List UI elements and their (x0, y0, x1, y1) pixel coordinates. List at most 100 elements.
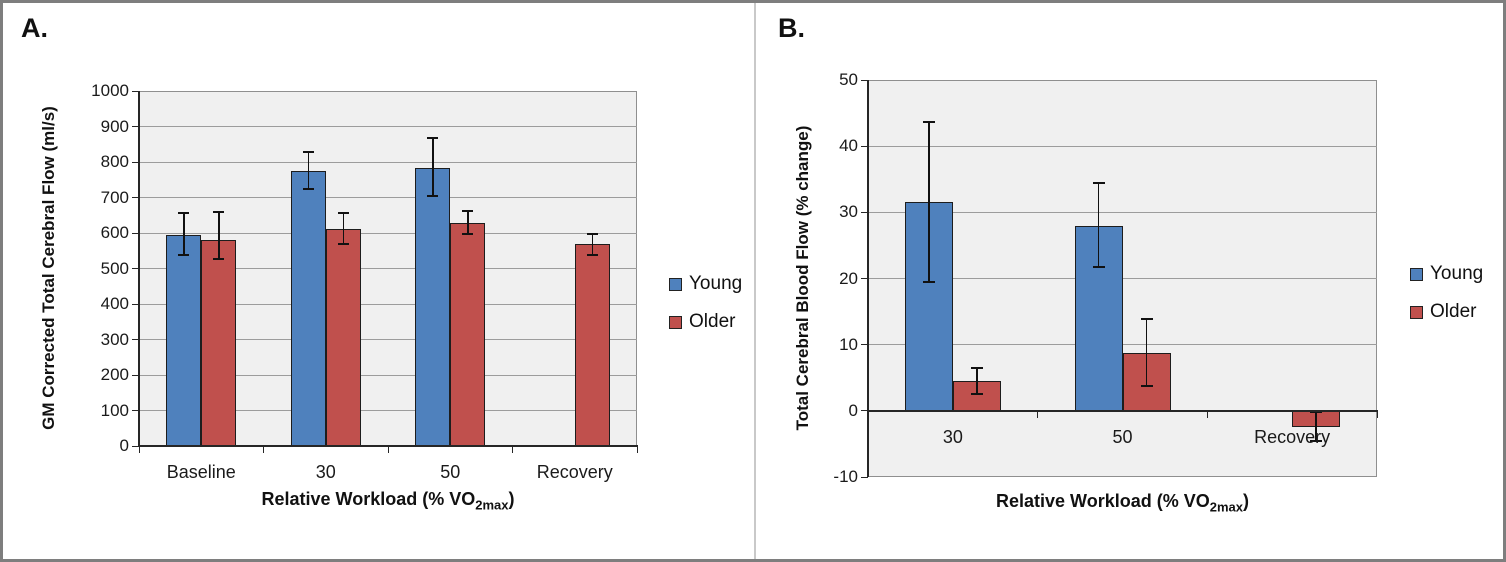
y-tick-mark (861, 278, 868, 279)
error-cap-top (213, 211, 225, 214)
error-cap-bottom (178, 254, 190, 257)
y-tick-label: 200 (100, 365, 129, 384)
bar-young-30 (290, 170, 326, 446)
bar-young-baseline (166, 234, 202, 446)
gridline (139, 374, 637, 376)
y-tick-mark (132, 197, 139, 198)
bar-older-50 (450, 222, 486, 446)
error-cap-top (586, 233, 598, 236)
x-title-subscript: 2max (475, 497, 509, 513)
y-tick-mark (861, 410, 868, 412)
y-tick-label: 600 (100, 223, 129, 242)
y-tick-label: 100 (100, 400, 129, 420)
y-tick-mark (861, 79, 868, 81)
gridline (139, 410, 637, 411)
y-tick-mark (132, 410, 139, 411)
category-label-baseline: Baseline (166, 462, 236, 482)
x-tick-mark (636, 446, 638, 453)
y-tick-mark (132, 268, 139, 269)
error-cap-bottom (1092, 265, 1105, 268)
y-tick-label: 10 (839, 334, 858, 354)
error-cap-bottom (586, 254, 598, 257)
error-bar-young-30 (928, 121, 930, 282)
gridline (868, 344, 1377, 346)
panel-a-label: A. (21, 13, 48, 43)
panel-b-label: B. (778, 13, 805, 43)
error-cap-bottom (213, 258, 225, 261)
panel-a-plot: 0 100 200 300 400 500 600 700 800 900 1000 Baseline… (3, 3, 1503, 559)
gridline (868, 145, 1377, 147)
y-tick-label: 50 (839, 70, 858, 89)
panel-a-legend: Young Older (669, 274, 742, 350)
error-cap-top (178, 212, 190, 215)
x-tick-mark (1376, 410, 1378, 418)
gridline (139, 197, 637, 198)
y-tick-label: -10 (833, 467, 858, 486)
error-bar-young-50 (432, 137, 434, 197)
x-tick-mark (867, 410, 869, 418)
bar-older-30 (325, 229, 361, 446)
error-cap-top (1140, 317, 1153, 320)
error-cap-bottom (970, 392, 983, 395)
category-label-30: 30 (942, 426, 963, 447)
panel-b-legend: Young Older (1410, 264, 1483, 340)
legend-label-young: Young (689, 273, 743, 294)
gridline (139, 268, 637, 269)
y-tick-mark (132, 126, 139, 127)
gridline (139, 232, 637, 234)
young-swatch-icon (1410, 267, 1423, 281)
bar-older-baseline (201, 239, 237, 446)
gridline (139, 303, 637, 305)
x-title-close: ) (508, 489, 515, 509)
category-label-recovery: Recovery (1254, 426, 1331, 447)
y-tick-label: 20 (839, 268, 858, 288)
error-bar-young-baseline (183, 213, 185, 256)
error-cap-top (302, 151, 314, 154)
y-tick-mark (861, 344, 868, 346)
y-tick-label: 1000 (91, 81, 129, 100)
y-axis-line (138, 91, 140, 446)
category-label-50: 50 (1112, 426, 1133, 447)
error-cap-bottom (1310, 440, 1323, 443)
y-tick-mark (861, 211, 868, 213)
y-tick-label: 800 (100, 152, 129, 171)
error-bar-older-baseline (218, 212, 220, 260)
error-bar-older-50 (467, 211, 469, 234)
x-tick-mark (512, 446, 513, 453)
x-axis-line (867, 409, 1378, 412)
gridline (139, 339, 637, 340)
error-cap-top (427, 136, 439, 139)
x-title-text: Relative Workload (% VO (261, 489, 476, 509)
gridline (868, 278, 1377, 279)
y-tick-label: 40 (839, 136, 858, 156)
x-tick-mark (1037, 410, 1039, 418)
y-tick-mark (132, 90, 139, 92)
x-tick-mark (1206, 410, 1208, 418)
error-cap-bottom (302, 188, 314, 191)
older-swatch-icon (1410, 305, 1423, 319)
error-bar-older-recovery (591, 234, 593, 256)
category-label-recovery: Recovery (536, 462, 613, 482)
y-tick-mark (132, 445, 139, 447)
error-bar-young-30 (307, 152, 309, 190)
error-cap-bottom (337, 243, 349, 245)
y-tick-mark (861, 476, 868, 478)
bar-young-50 (415, 168, 451, 446)
gridline (868, 211, 1377, 213)
y-tick-mark (132, 303, 139, 305)
y-tick-mark (132, 232, 139, 234)
error-cap-bottom (922, 280, 935, 283)
error-bar-older-30 (342, 213, 344, 244)
legend-item-young: Young (1410, 264, 1483, 284)
error-cap-top (1310, 411, 1323, 414)
legend-item-young: Young (669, 274, 742, 294)
y-tick-mark (132, 339, 139, 340)
panel-a-x-axis-title: Relative Workload (% VO2max) (139, 489, 637, 513)
panel-b-x-axis-title: Relative Workload (% VO2max) (868, 491, 1377, 515)
y-tick-mark (132, 374, 139, 376)
panel-b-plot: -10 0 10 20 30 40 50 30 50 Recovery (3, 3, 1503, 559)
y-tick-label: 700 (100, 187, 129, 207)
y-tick-label: 0 (119, 436, 129, 455)
panel-divider (754, 3, 756, 559)
